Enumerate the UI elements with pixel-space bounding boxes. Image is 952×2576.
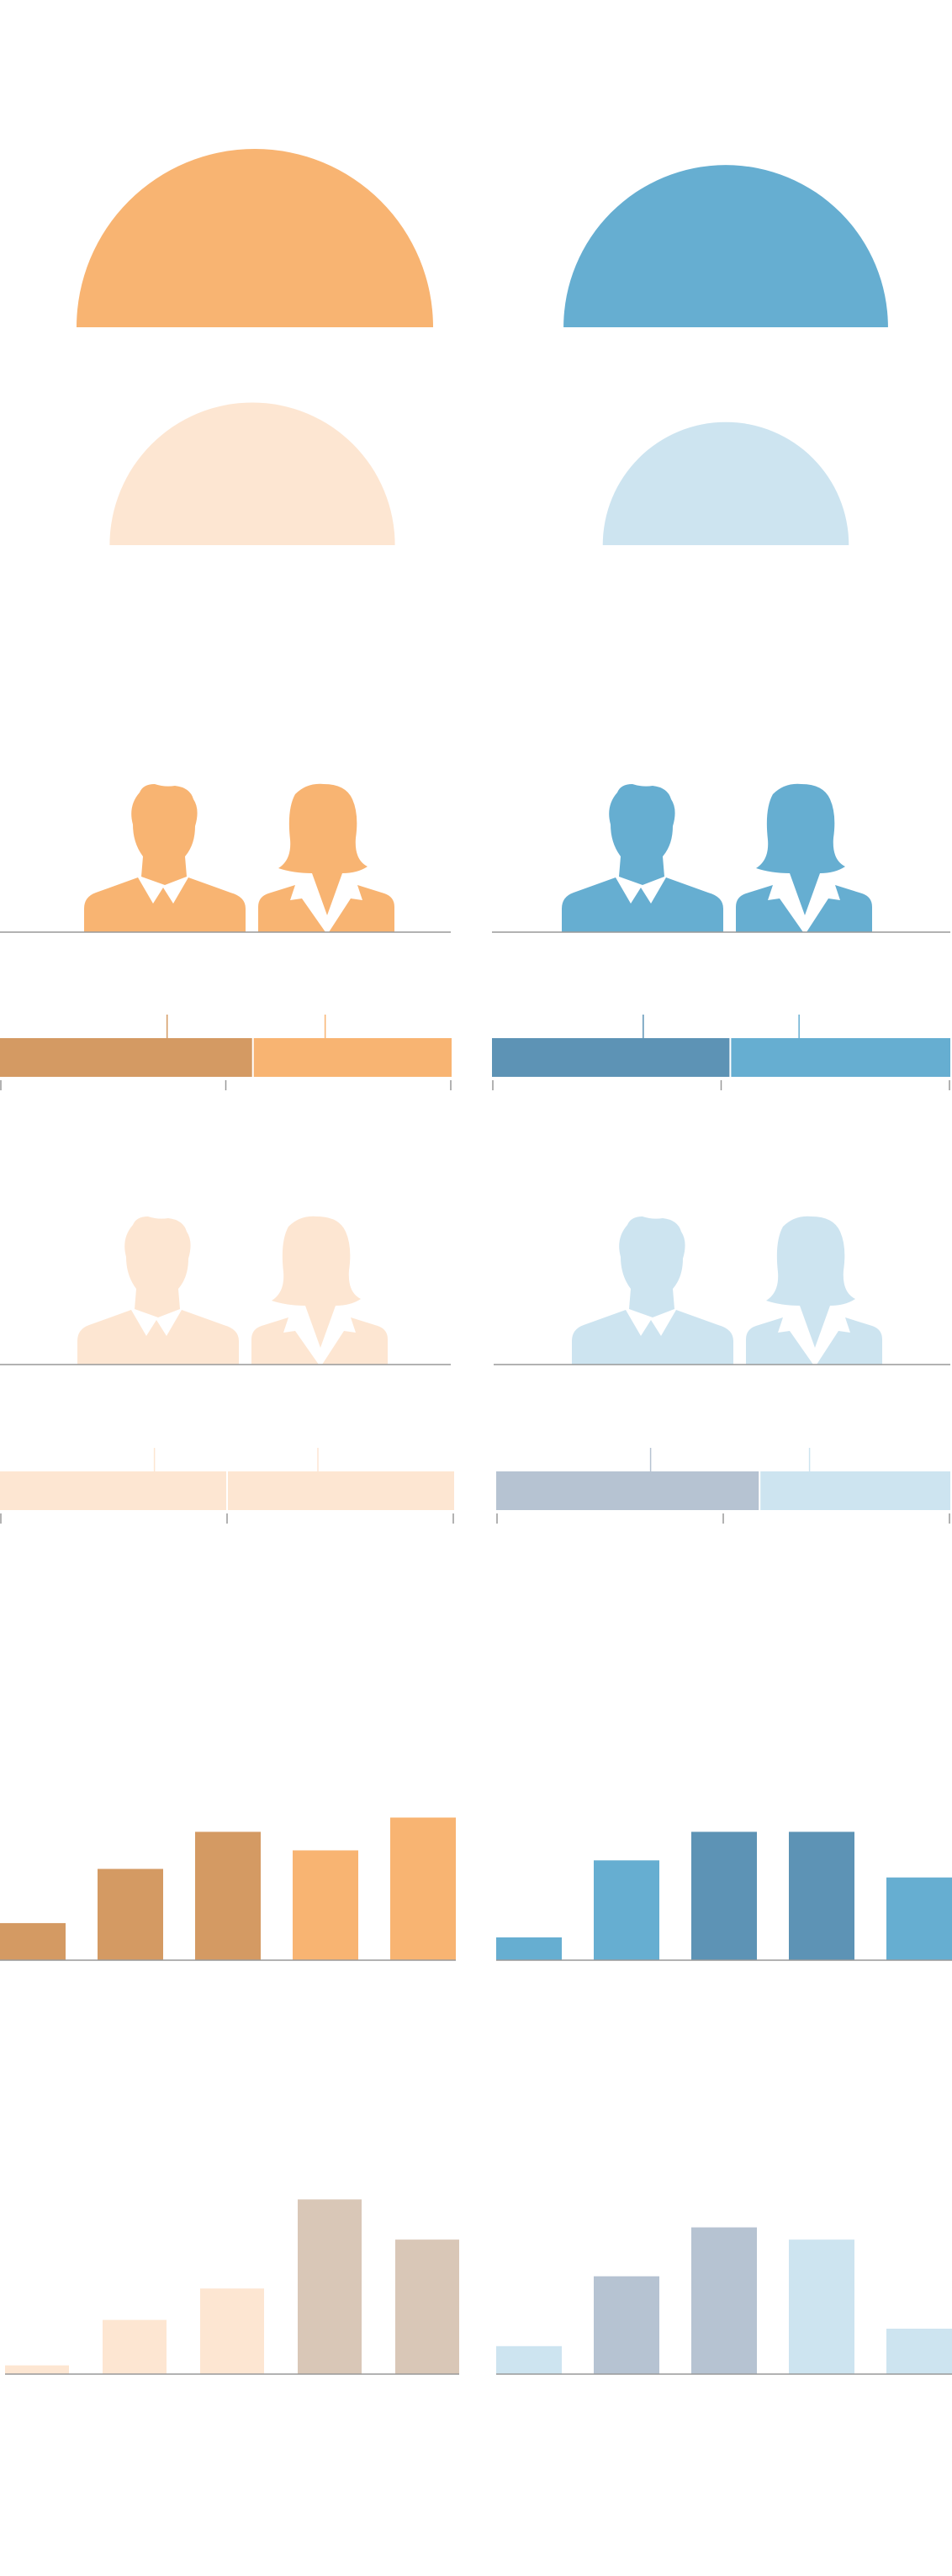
people-orange (0, 783, 451, 933)
woman-silhouette-icon (736, 783, 872, 932)
column-bar (5, 2365, 69, 2374)
column-bar (298, 2199, 362, 2374)
column-bar (200, 2288, 264, 2374)
woman-head (756, 783, 845, 915)
woman-body (258, 885, 394, 932)
man-body (562, 877, 723, 932)
woman-body (736, 885, 872, 932)
column-bar (395, 2239, 459, 2374)
semicircle-orange-light (109, 402, 395, 545)
column-bar (103, 2319, 167, 2374)
column-bar (886, 1877, 952, 1960)
stacked-segment (0, 1471, 227, 1510)
column-bar (496, 1937, 562, 1960)
man-body (572, 1310, 733, 1365)
stacked-segment (0, 1038, 253, 1077)
column-bar (886, 2329, 952, 2374)
stacked-segment (252, 1038, 452, 1077)
stacked-bar-charts (0, 1015, 950, 1524)
woman-head (278, 783, 368, 915)
people-blue (492, 783, 950, 933)
man-body (84, 877, 246, 932)
man-head (619, 1216, 685, 1317)
man-head (124, 1216, 191, 1317)
stacked-orange-dark (0, 1015, 452, 1090)
column-bar (98, 1868, 163, 1960)
column-bar (789, 1831, 854, 1960)
woman-silhouette-icon (746, 1216, 882, 1365)
man-head (609, 784, 675, 885)
stacked-blue-dark (492, 1015, 950, 1090)
stacked-segment (492, 1038, 731, 1077)
people-orange-light (0, 1216, 451, 1365)
columns-orange-light (5, 2199, 459, 2375)
semicircle-orange-dark (77, 149, 433, 327)
column-bar (594, 1860, 659, 1960)
column-bar (195, 1831, 261, 1960)
stacked-segment (227, 1471, 454, 1510)
column-bar (691, 1831, 757, 1960)
semicircle-blue-dark (563, 165, 888, 327)
column-charts (0, 1817, 952, 2375)
stacked-segment (730, 1038, 950, 1077)
column-bar (496, 2345, 562, 2374)
man-silhouette-icon (77, 1216, 239, 1365)
column-bar (691, 2227, 757, 2374)
people-silhouette-groups (0, 783, 950, 1365)
stacked-orange-light (0, 1448, 454, 1524)
woman-head (272, 1216, 361, 1348)
semicircle-blue-light (602, 421, 849, 545)
woman-silhouette-icon (251, 1216, 388, 1365)
man-silhouette-icon (572, 1216, 733, 1365)
stacked-segment (759, 1471, 950, 1510)
people-blue-light (494, 1216, 950, 1365)
woman-silhouette-icon (258, 783, 394, 932)
semicircle-charts (77, 149, 888, 545)
columns-blue-light (496, 2227, 952, 2375)
columns-blue (496, 1831, 952, 1961)
man-silhouette-icon (562, 784, 723, 932)
man-head (131, 784, 198, 885)
column-bar (390, 1817, 456, 1960)
columns-orange (0, 1817, 456, 1961)
woman-body (746, 1317, 882, 1365)
column-bar (0, 1922, 66, 1960)
column-bar (594, 2276, 659, 2374)
stacked-blue-light (496, 1448, 950, 1524)
woman-head (766, 1216, 855, 1348)
man-body (77, 1310, 239, 1365)
column-bar (293, 1850, 358, 1960)
woman-body (251, 1317, 388, 1365)
column-bar (789, 2239, 854, 2374)
man-silhouette-icon (84, 784, 246, 932)
stacked-segment (496, 1471, 760, 1510)
